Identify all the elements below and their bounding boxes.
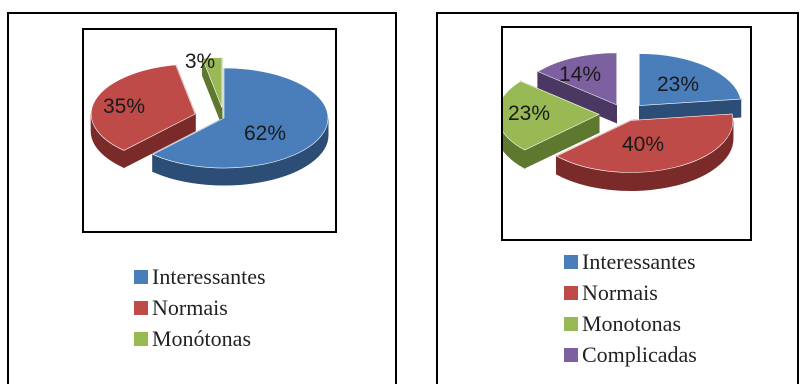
legend-item: Interessantes <box>564 246 697 277</box>
pie-chart-right: 23% 40% 23% 14% <box>503 52 742 191</box>
legend-label: Complicadas <box>582 341 697 367</box>
legend-swatch <box>564 254 578 269</box>
legend-left: Interessantes Normais Monótonas <box>134 261 266 354</box>
data-label: 14% <box>559 63 601 86</box>
chart-panel-right: 23% 40% 23% 14% Interessantes Normais Monot… <box>436 12 799 384</box>
legend-label: Normais <box>582 279 658 305</box>
pie-slice-monótonas <box>202 57 223 108</box>
data-label: 23% <box>508 102 550 125</box>
pie-slice-interessantes <box>639 53 742 106</box>
legend-right: Interessantes Normais Monotonas Complica… <box>564 246 697 370</box>
data-label: 3% <box>185 50 215 73</box>
plot-area-left: 62% 35% 3% <box>82 28 337 233</box>
legend-swatch <box>564 285 578 300</box>
legend-item: Monotonas <box>564 308 697 339</box>
data-label: 62% <box>244 122 286 145</box>
legend-label: Normais <box>152 294 228 320</box>
legend-item: Monótonas <box>134 323 266 354</box>
pie-chart-left: 62% 35% 3% <box>90 50 329 186</box>
pie-slice-monotonas <box>503 80 600 151</box>
chart-panel-left: 62% 35% 3% Interessantes Normais Monótonas <box>7 12 397 384</box>
pie-slice-interessantes <box>152 67 329 169</box>
data-label: 40% <box>622 133 664 156</box>
legend-label: Interessantes <box>582 248 696 274</box>
legend-label: Monotonas <box>582 310 681 336</box>
data-label: 35% <box>103 95 145 118</box>
legend-item: Interessantes <box>134 261 266 292</box>
legend-swatch <box>564 347 578 362</box>
legend-swatch <box>134 331 148 346</box>
legend-item: Normais <box>134 292 266 323</box>
legend-label: Interessantes <box>152 263 266 289</box>
data-label: 23% <box>657 73 699 96</box>
legend-item: Complicadas <box>564 339 697 370</box>
legend-item: Normais <box>564 277 697 308</box>
pie-slice-normais <box>555 113 734 173</box>
legend-swatch <box>134 269 148 284</box>
pie-slice-complicadas <box>537 52 617 106</box>
legend-swatch <box>134 300 148 315</box>
legend-label: Monótonas <box>152 325 251 351</box>
plot-area-right: 23% 40% 23% 14% <box>501 26 752 241</box>
pie-slice-normais <box>90 64 196 151</box>
legend-swatch <box>564 316 578 331</box>
